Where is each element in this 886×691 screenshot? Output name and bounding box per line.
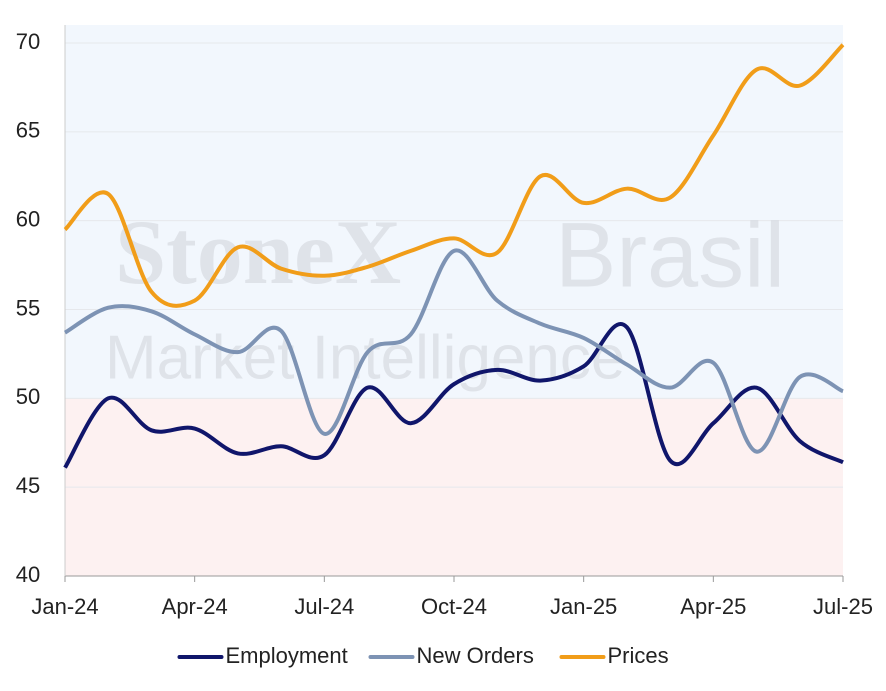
series-line — [63, 248, 844, 454]
legend-label: Prices — [608, 643, 669, 668]
x-tick-label: Jan-25 — [550, 594, 617, 619]
watermark: Brasil — [555, 204, 785, 306]
y-tick-label: 70 — [16, 29, 40, 54]
x-tick-label: Jul-25 — [813, 594, 873, 619]
x-tick-label: Apr-25 — [680, 594, 746, 619]
x-tick-label: Apr-24 — [162, 594, 228, 619]
y-tick-label: 60 — [16, 206, 40, 231]
x-tick-label: Oct-24 — [421, 594, 487, 619]
y-tick-label: 40 — [16, 562, 40, 587]
y-tick-label: 65 — [16, 118, 40, 143]
legend-label: Employment — [226, 643, 348, 668]
y-tick-label: 45 — [16, 473, 40, 498]
legend-label: New Orders — [417, 643, 534, 668]
series-line — [63, 322, 844, 469]
y-tick-label: 55 — [16, 295, 40, 320]
series-line — [63, 43, 845, 308]
y-tick-label: 50 — [16, 384, 40, 409]
x-tick-label: Jul-24 — [294, 594, 354, 619]
x-tick-label: Jan-24 — [31, 594, 98, 619]
